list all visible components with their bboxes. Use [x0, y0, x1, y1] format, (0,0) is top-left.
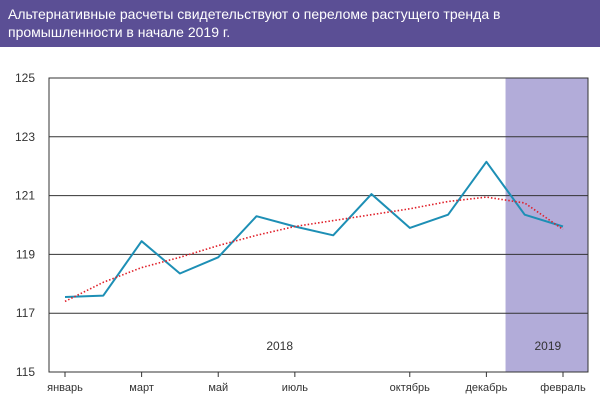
x-tick-label: февраль — [540, 382, 586, 394]
x-tick-label: май — [208, 382, 228, 394]
x-tick-label: март — [129, 382, 154, 394]
chart-title: Альтернативные расчеты свидетельствуют о… — [8, 6, 501, 40]
y-tick-label: 125 — [15, 71, 35, 85]
chart-header: Альтернативные расчеты свидетельствуют о… — [0, 0, 600, 47]
y-tick-label: 115 — [16, 365, 35, 379]
year-labels: 2018 2019 — [266, 339, 561, 353]
y-tick-label: 121 — [15, 189, 35, 203]
series-line-index — [64, 160, 564, 298]
plot-frame — [48, 77, 589, 373]
y-axis-ticks: 115 117 119 121 123 125 — [15, 71, 35, 379]
x-tick-label: октябрь — [390, 382, 430, 394]
year-label: 2019 — [534, 339, 561, 353]
x-tick-label: июль — [282, 382, 309, 394]
year-label: 2018 — [266, 339, 293, 353]
y-tick-label: 119 — [16, 247, 35, 261]
y-tick-label: 117 — [16, 306, 35, 320]
series-line-trend — [64, 196, 564, 303]
highlight-band-2019 — [505, 78, 588, 372]
x-tick-label: декабрь — [465, 382, 507, 394]
x-axis-ticks: январь март май июль октябрь декабрь февраль — [47, 372, 586, 394]
x-tick-label: январь — [47, 382, 83, 394]
y-tick-label: 123 — [15, 130, 35, 144]
series-lines — [64, 160, 564, 303]
